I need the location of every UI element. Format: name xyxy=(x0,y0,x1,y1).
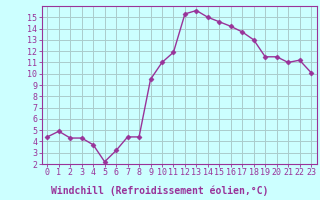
Text: Windchill (Refroidissement éolien,°C): Windchill (Refroidissement éolien,°C) xyxy=(51,186,269,196)
